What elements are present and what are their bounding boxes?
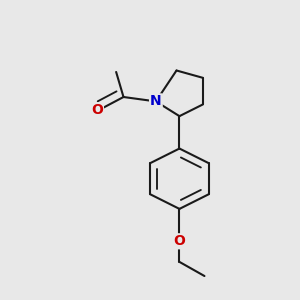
Text: O: O bbox=[91, 103, 103, 117]
Text: N: N bbox=[150, 94, 162, 108]
Text: O: O bbox=[173, 234, 185, 248]
